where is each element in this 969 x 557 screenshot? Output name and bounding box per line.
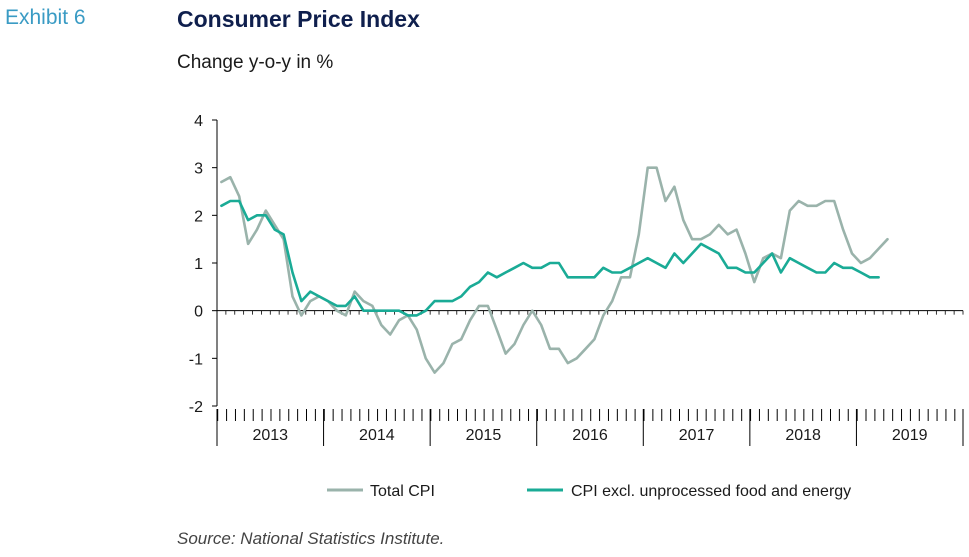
year-label: 2017 [679, 427, 715, 444]
year-label: 2016 [572, 427, 608, 444]
y-tick-label: 1 [194, 256, 203, 273]
y-tick-label: -2 [189, 399, 203, 416]
year-label: 2019 [892, 427, 928, 444]
year-label: 2013 [252, 427, 288, 444]
year-label: 2015 [466, 427, 502, 444]
legend-total-cpi-label: Total CPI [370, 483, 435, 500]
y-tick-label: 0 [194, 304, 203, 321]
exhibit-label: Exhibit 6 [5, 6, 86, 29]
y-tick-label: 4 [194, 113, 203, 130]
chart-subtitle: Change y-o-y in % [177, 52, 334, 73]
series-line-core-cpi [220, 199, 880, 317]
y-tick-label: 2 [194, 208, 203, 225]
year-label: 2018 [785, 427, 821, 444]
series-line-total-cpi [220, 166, 889, 374]
legend-core-cpi-label: CPI excl. unprocessed food and energy [571, 483, 851, 500]
year-label: 2014 [359, 427, 395, 444]
chart-title: Consumer Price Index [177, 6, 420, 32]
cpi-chart: -2 -1 0 1 2 3 4 2013 2014 2015 2016 2017 2018 2019 Tot… [189, 113, 964, 500]
y-tick-label: 3 [194, 161, 203, 178]
y-tick-label: -1 [189, 351, 203, 368]
source-note: Source: National Statistics Institute. [177, 529, 445, 548]
